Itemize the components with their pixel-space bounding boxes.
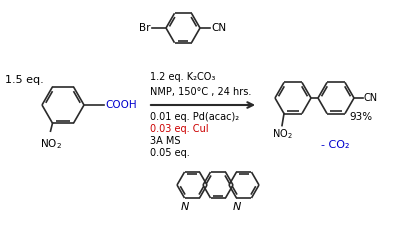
- Text: 3A MS: 3A MS: [150, 136, 180, 146]
- Text: 0.05 eq.: 0.05 eq.: [150, 148, 190, 158]
- Text: 1.2 eq. K₂CO₃: 1.2 eq. K₂CO₃: [150, 72, 215, 82]
- Text: NMP, 150°C , 24 hrs.: NMP, 150°C , 24 hrs.: [150, 87, 251, 97]
- Text: CN: CN: [211, 23, 226, 33]
- Text: - CO₂: - CO₂: [321, 140, 349, 150]
- Text: N: N: [232, 202, 241, 212]
- Text: 93%: 93%: [349, 112, 372, 122]
- Text: COOH: COOH: [105, 100, 137, 110]
- Text: Br: Br: [140, 23, 151, 33]
- Text: NO$_2$: NO$_2$: [272, 128, 292, 141]
- Text: N: N: [180, 202, 189, 212]
- Text: NO$_2$: NO$_2$: [40, 137, 62, 151]
- Text: CN: CN: [364, 93, 378, 103]
- Text: 0.01 eq. Pd(acac)₂: 0.01 eq. Pd(acac)₂: [150, 112, 239, 122]
- Text: 0.03 eq. CuI: 0.03 eq. CuI: [150, 124, 209, 134]
- Text: 1.5 eq.: 1.5 eq.: [5, 75, 44, 85]
